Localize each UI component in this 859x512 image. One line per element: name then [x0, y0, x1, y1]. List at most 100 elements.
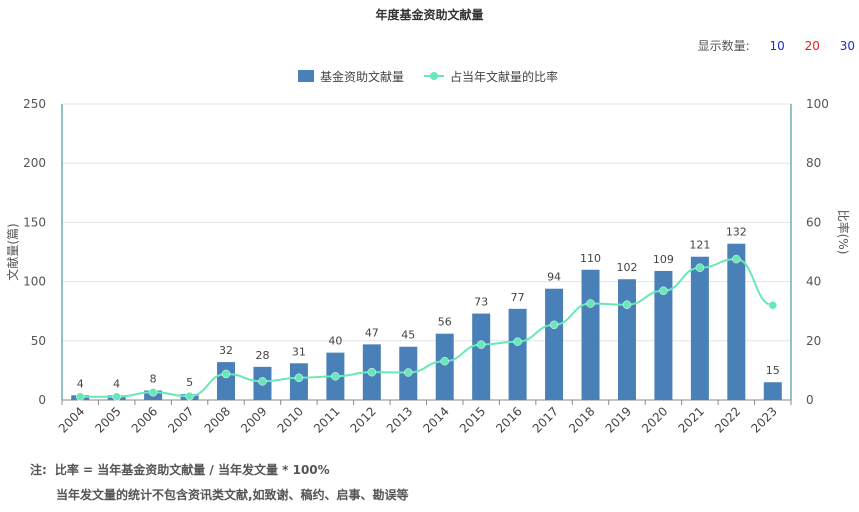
x-tick-label: 2022 — [712, 404, 743, 435]
y2-tick-label: 0 — [806, 393, 814, 407]
ratio-point — [549, 320, 559, 330]
bar-value-label: 31 — [292, 345, 306, 358]
y2-tick-label: 100 — [806, 97, 829, 111]
x-tick-label: 2004 — [56, 404, 87, 435]
bar — [217, 362, 236, 400]
bar — [617, 279, 636, 400]
y-tick-label: 200 — [23, 156, 46, 170]
bar-value-label: 8 — [150, 373, 157, 386]
ratio-point — [331, 372, 340, 381]
x-tick-label: 2011 — [311, 404, 342, 435]
display-count-selector: 显示数量: 10 20 30 — [698, 37, 855, 54]
display-count-option-20[interactable]: 20 — [804, 39, 820, 53]
legend-line-label: 占当年文献量的比率 — [450, 69, 558, 84]
bar-value-label: 77 — [511, 291, 525, 304]
x-tick-label: 2009 — [238, 404, 269, 435]
note-exclusion: 当年发文量的统计不包含资讯类文献,如致谢、稿约、启事、勘误等 — [56, 488, 409, 502]
bar — [581, 269, 600, 400]
y-tick-label: 50 — [31, 334, 46, 348]
y2-tick-label: 60 — [806, 215, 821, 229]
x-tick-label: 2018 — [566, 404, 597, 435]
y-tick-label: 100 — [23, 275, 46, 289]
y2-tick-label: 40 — [806, 275, 821, 289]
display-count-option-30[interactable]: 30 — [839, 39, 855, 53]
y-tick-label: 150 — [23, 215, 46, 229]
ratio-point — [404, 368, 413, 377]
bar-value-label: 94 — [547, 271, 561, 284]
bar — [508, 308, 527, 400]
ratio-point — [440, 356, 449, 366]
x-tick-label: 2020 — [639, 404, 670, 435]
ratio-point — [659, 286, 668, 296]
ratio-point — [768, 301, 778, 310]
x-tick-label: 2017 — [530, 404, 561, 435]
bar — [690, 256, 709, 400]
bar-value-label: 40 — [328, 335, 342, 348]
ratio-point — [148, 388, 158, 397]
x-tick-label: 2014 — [420, 404, 451, 435]
ratio-point — [476, 340, 486, 349]
y2-tick-label: 80 — [806, 156, 821, 170]
ratio-point — [586, 299, 595, 308]
x-tick-label: 2010 — [275, 404, 306, 435]
display-count-option-10[interactable]: 10 — [769, 39, 785, 53]
x-tick-label: 2008 — [202, 404, 233, 435]
ratio-point — [622, 300, 632, 309]
legend-bar-swatch — [298, 70, 314, 82]
bar-value-label: 109 — [653, 253, 674, 266]
x-tick-label: 2006 — [129, 404, 160, 435]
bar-value-label: 45 — [401, 329, 415, 342]
legend-bar-label: 基金资助文献量 — [320, 69, 404, 84]
bar-value-label: 28 — [255, 349, 269, 362]
bar-value-label: 4 — [113, 377, 120, 390]
note-formula: 注: 比率 = 当年基金资助文献量 / 当年发文量 * 100% — [30, 461, 330, 478]
bar-value-label: 32 — [219, 344, 233, 357]
chart-title: 年度基金资助文献量 — [375, 8, 484, 22]
x-tick-label: 2007 — [165, 404, 196, 435]
ratio-point — [112, 392, 121, 401]
x-tick-label: 2012 — [347, 404, 378, 435]
bar — [472, 313, 491, 400]
bar — [654, 270, 673, 400]
bar-value-label: 5 — [186, 376, 193, 389]
bar-value-label: 73 — [474, 296, 488, 309]
bar — [763, 382, 782, 400]
bar-value-label: 15 — [766, 364, 780, 377]
ratio-point — [732, 254, 741, 264]
bar — [727, 243, 746, 400]
ratio-point — [513, 337, 522, 346]
x-tick-label: 2023 — [748, 404, 779, 435]
ratio-point — [185, 391, 194, 401]
bar-value-label: 102 — [616, 261, 637, 274]
bar-value-label: 110 — [580, 252, 601, 265]
y-axis-title: 文献量(篇) — [5, 223, 20, 280]
ratio-point — [75, 392, 85, 401]
ratio-point — [367, 367, 377, 377]
y-tick-label: 0 — [38, 393, 46, 407]
y-tick-label: 250 — [23, 97, 46, 111]
bar-value-label: 47 — [365, 326, 379, 339]
note-line1: 比率 = 当年基金资助文献量 / 当年发文量 * 100% — [54, 463, 330, 477]
ratio-point — [695, 263, 705, 272]
bar-value-label: 4 — [77, 377, 84, 390]
bar — [435, 333, 454, 400]
bar-value-label: 56 — [438, 316, 452, 329]
legend-line-marker — [430, 72, 438, 80]
x-tick-label: 2016 — [493, 404, 524, 435]
ratio-point — [258, 377, 267, 386]
y2-tick-label: 20 — [806, 334, 821, 348]
x-tick-label: 2019 — [603, 404, 634, 435]
x-tick-label: 2013 — [384, 404, 415, 435]
bar-value-label: 121 — [689, 239, 710, 252]
ratio-point — [221, 369, 231, 379]
bar — [545, 288, 564, 400]
y2-axis-title: 比率(%) — [836, 210, 851, 255]
ratio-point — [294, 373, 304, 383]
x-tick-label: 2021 — [675, 404, 706, 435]
x-tick-label: 2015 — [457, 404, 488, 435]
display-count-label: 显示数量: — [697, 39, 750, 53]
note-prefix: 注: — [30, 463, 47, 477]
bar-value-label: 132 — [726, 226, 747, 239]
x-tick-label: 2005 — [92, 404, 123, 435]
